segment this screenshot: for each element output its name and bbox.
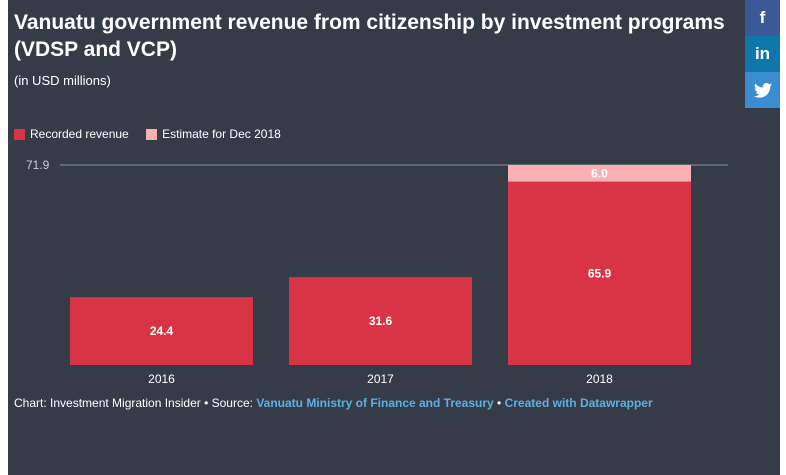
- legend-item-estimate: Estimate for Dec 2018: [146, 127, 281, 141]
- legend-swatch-recorded: [14, 128, 25, 140]
- data-label-recorded-2017: 31.6: [369, 314, 393, 328]
- legend-item-recorded: Recorded revenue: [14, 127, 129, 141]
- footer-separator: •: [493, 396, 505, 410]
- twitter-share-button[interactable]: [745, 72, 780, 108]
- share-bar: f in: [745, 0, 780, 108]
- y-tick-label: 71.9: [26, 158, 50, 172]
- legend-swatch-estimate: [146, 128, 158, 140]
- chart-subtitle: (in USD millions): [14, 73, 111, 88]
- x-tick-label: 2018: [586, 372, 613, 386]
- twitter-icon: [753, 82, 772, 98]
- legend-label-estimate: Estimate for Dec 2018: [162, 127, 281, 141]
- chart-footer: Chart: Investment Migration Insider • So…: [14, 396, 653, 410]
- linkedin-share-button[interactable]: in: [745, 36, 780, 72]
- footer-credit: Chart: Investment Migration Insider • So…: [14, 396, 257, 410]
- source-link[interactable]: Vanuatu Ministry of Finance and Treasury: [256, 396, 494, 410]
- bar-recorded-2016: [70, 297, 253, 365]
- facebook-icon: f: [759, 8, 766, 27]
- data-label-estimate-2018: 6.0: [591, 166, 608, 180]
- x-tick-label: 2017: [367, 372, 394, 386]
- x-tick-label: 2016: [148, 372, 175, 386]
- chart-title: Vanuatu government revenue from citizens…: [14, 11, 725, 61]
- bar-estimate-2018: [508, 165, 691, 182]
- legend: Recorded revenue Estimate for Dec 2018: [14, 127, 295, 143]
- linkedin-icon: in: [754, 44, 771, 63]
- legend-label-recorded: Recorded revenue: [30, 127, 129, 141]
- datawrapper-link[interactable]: Created with Datawrapper: [504, 396, 653, 410]
- facebook-share-button[interactable]: f: [745, 0, 780, 36]
- bar-recorded-2017: [289, 277, 472, 365]
- data-label-recorded-2018: 65.9: [588, 266, 612, 280]
- bar-recorded-2018: [508, 181, 691, 365]
- data-label-recorded-2016: 24.4: [150, 324, 174, 338]
